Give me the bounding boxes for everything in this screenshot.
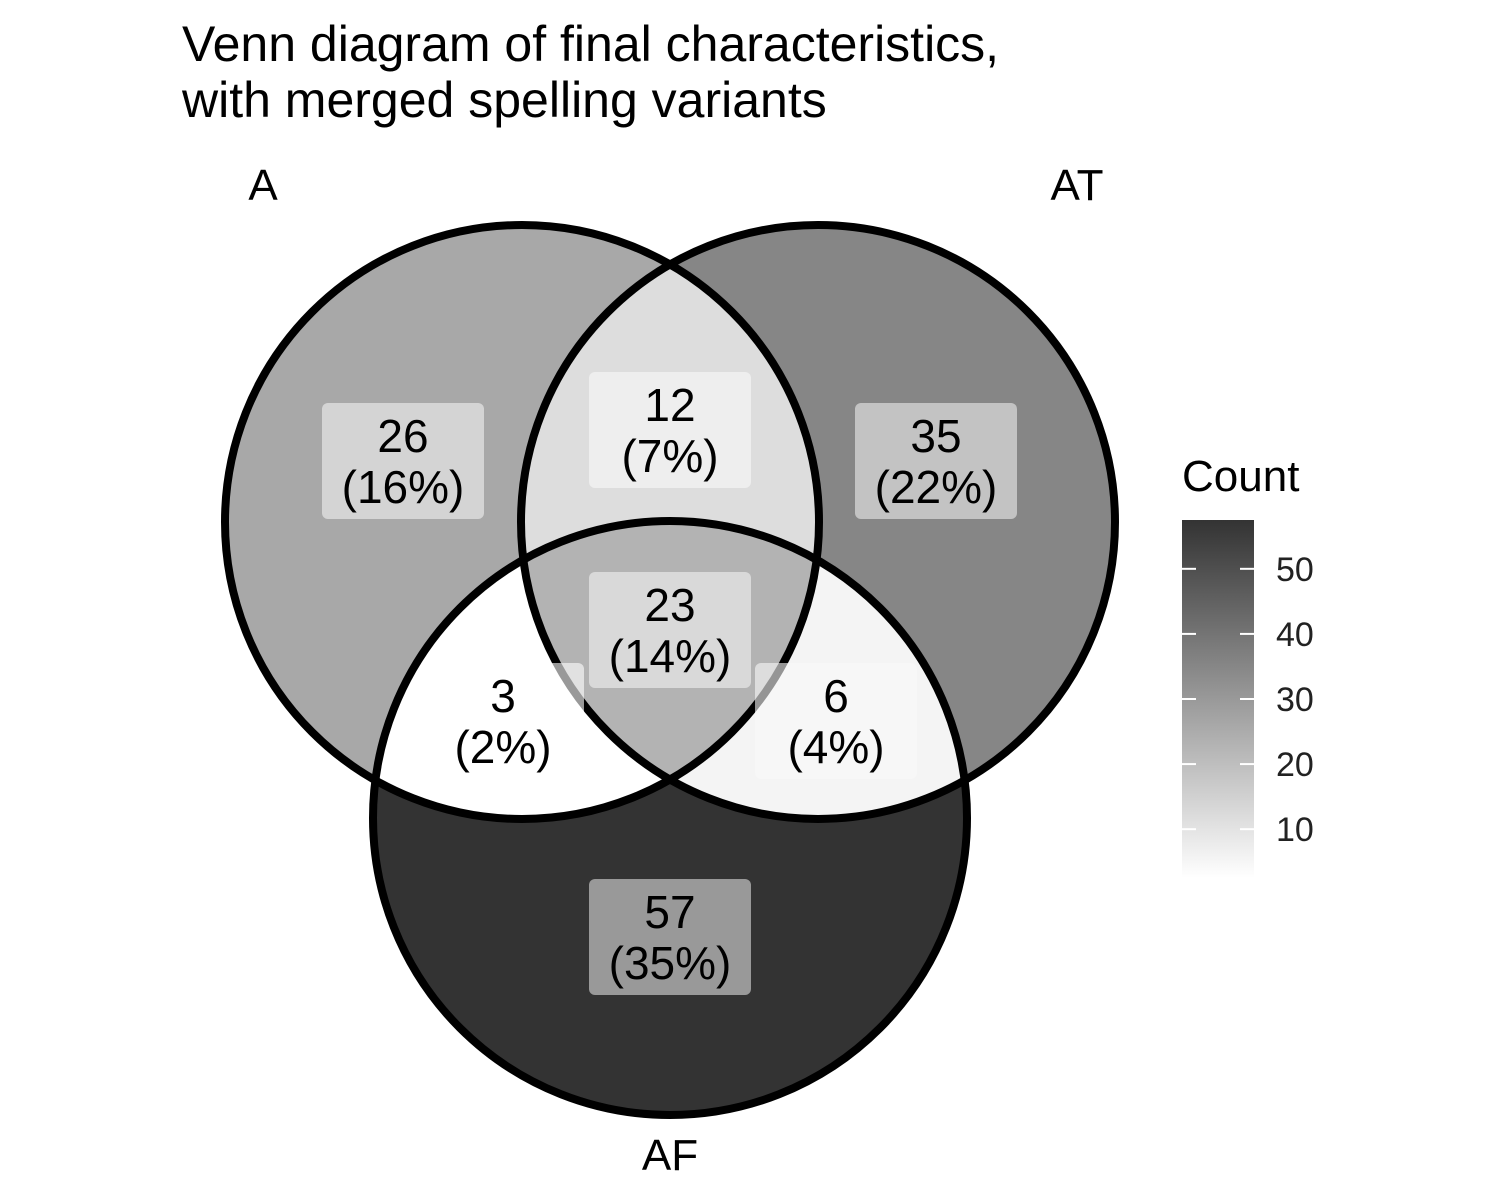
region-label-a-at-af: 23(14%) xyxy=(589,572,751,688)
region-label-af-only: 57(35%) xyxy=(589,879,751,995)
chart-title-line-1: Venn diagram of final characteristics, xyxy=(182,16,1000,72)
region-count: 6 xyxy=(823,670,849,722)
region-percent: (7%) xyxy=(621,430,718,482)
legend-ticks: 50 40 30 20 10 xyxy=(1182,551,1314,849)
legend-tick-label: 30 xyxy=(1276,681,1314,719)
region-label-a-only: 26(16%) xyxy=(322,403,484,519)
region-percent: (14%) xyxy=(609,630,732,682)
region-label-box xyxy=(755,663,917,779)
region-count: 57 xyxy=(644,886,695,938)
circle-outline-at xyxy=(517,221,1119,823)
region-label-at-af: 6(4%) xyxy=(755,663,917,779)
region-count: 23 xyxy=(644,579,695,631)
venn-outlines xyxy=(221,221,1119,1119)
region-percent: (4%) xyxy=(787,721,884,773)
region-label-a-af: 3(2%) xyxy=(422,663,584,779)
region-count: 35 xyxy=(910,410,961,462)
set-label-at: AT xyxy=(1051,161,1104,210)
region-percent: (2%) xyxy=(454,721,551,773)
set-label-af: AF xyxy=(642,1131,698,1180)
chart-title: Venn diagram of final characteristics, w… xyxy=(182,16,999,128)
legend-tick-label: 50 xyxy=(1276,551,1314,589)
venn-region-labels: 26(16%)12(7%) 35(22%)23(14%)3(2%)6(4%)57(… xyxy=(322,372,1017,995)
region-label-box xyxy=(589,372,751,488)
region-label-box xyxy=(422,663,584,779)
region-percent: (16%) xyxy=(342,461,465,513)
region-count: 3 xyxy=(490,670,516,722)
set-label-a: A xyxy=(248,161,278,210)
legend-tick-label: 10 xyxy=(1276,811,1314,849)
region-label-box xyxy=(589,572,751,688)
region-label-box xyxy=(855,403,1017,519)
legend-title: Count xyxy=(1182,452,1300,501)
region-label-box xyxy=(589,879,751,995)
region-percent: (22%) xyxy=(875,461,998,513)
region-percent: (35%) xyxy=(609,937,732,989)
legend-tick-label: 40 xyxy=(1276,616,1314,654)
circle-outline-af xyxy=(369,517,971,1119)
region-label-a-at: 12(7%) xyxy=(589,372,751,488)
chart-title-line-2: with merged spelling variants xyxy=(182,72,827,128)
circle-outline-a xyxy=(221,221,823,823)
legend-colorbar: 50 40 30 20 10 xyxy=(1182,520,1314,878)
region-label-at-only: 35(22%) xyxy=(855,403,1017,519)
region-count: 12 xyxy=(644,379,695,431)
region-label-box xyxy=(322,403,484,519)
legend-tick-label: 20 xyxy=(1276,746,1314,784)
region-count: 26 xyxy=(377,410,428,462)
